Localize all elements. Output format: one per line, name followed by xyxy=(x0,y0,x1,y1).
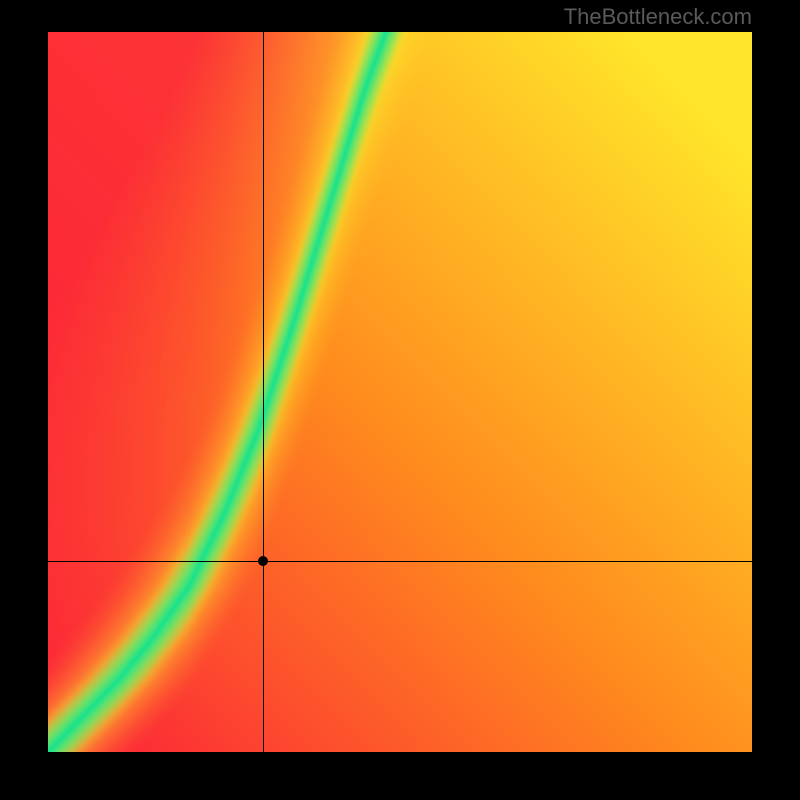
watermark-text: TheBottleneck.com xyxy=(564,4,752,30)
crosshair-vertical xyxy=(263,32,264,752)
crosshair-marker xyxy=(258,556,268,566)
crosshair-horizontal xyxy=(48,561,752,562)
heatmap-canvas xyxy=(48,32,752,752)
heatmap-plot xyxy=(48,32,752,752)
